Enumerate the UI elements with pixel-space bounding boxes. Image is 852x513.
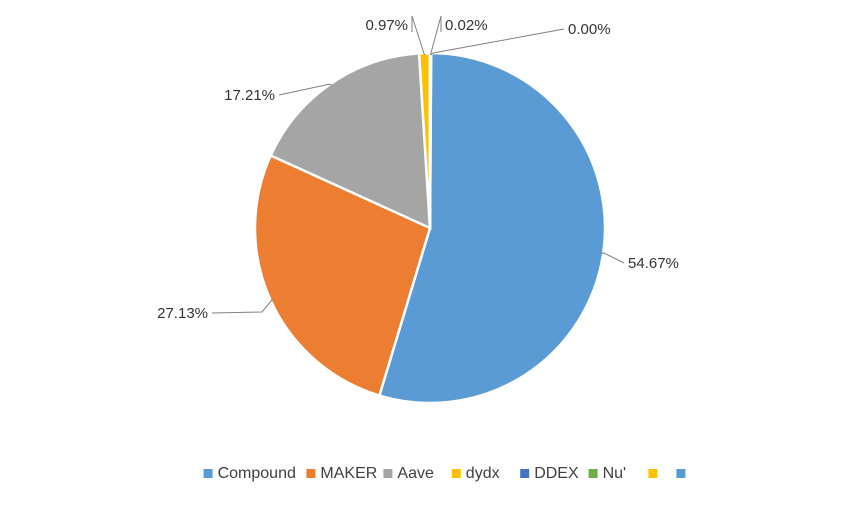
- data-label-nu: 0.00%: [568, 21, 611, 38]
- legend-label: Aave: [397, 465, 434, 482]
- legend-label: dydx: [466, 465, 500, 482]
- legend-item-compound: Compound: [203, 465, 296, 482]
- legend-item-maker: MAKER: [306, 465, 377, 482]
- leader-line-nu: [430, 28, 565, 56]
- legend-item-ddex: DDEX: [520, 465, 579, 482]
- pie-slice-aave: [269, 52, 432, 231]
- data-label-maker: 27.13%: [157, 305, 208, 322]
- leader-lines: [211, 15, 625, 314]
- data-label-ddex: 0.02%: [445, 17, 488, 34]
- leader-line-ddex: [429, 15, 442, 56]
- legend-label: Compound: [218, 465, 296, 482]
- leader-line-dydx: [411, 15, 425, 56]
- pie-slice-nu: [428, 51, 433, 229]
- legend-swatch: [203, 469, 213, 478]
- leader-line-compound: [601, 252, 625, 264]
- legend-swatch: [451, 469, 461, 478]
- legend-label: DDEX: [534, 465, 579, 482]
- legend-item-extra-6: [648, 469, 658, 478]
- pie-slices: [253, 51, 607, 405]
- legend-swatch: [676, 469, 686, 478]
- legend-item-nu: Nu': [588, 465, 627, 482]
- leader-line-aave: [278, 83, 333, 96]
- legend-item-extra-7: [676, 469, 686, 478]
- legend-swatch: [648, 469, 658, 478]
- leader-line-maker: [211, 298, 273, 314]
- legend-swatch: [383, 469, 393, 478]
- legend-swatch: [520, 469, 530, 478]
- pie-slice-maker: [253, 153, 432, 398]
- legend-item-dydx: dydx: [451, 465, 500, 482]
- legend-label: MAKER: [320, 465, 377, 482]
- data-label-aave: 17.21%: [224, 87, 275, 104]
- legend-swatch: [306, 469, 316, 478]
- legend-swatch: [588, 469, 598, 478]
- data-label-compound: 54.67%: [628, 255, 679, 272]
- legend-item-aave: Aave: [383, 465, 434, 482]
- data-label-dydx: 0.97%: [365, 17, 408, 34]
- legend-label: Nu': [603, 465, 627, 482]
- legend: Compound MAKER Aave dydx DDEX Nu': [203, 465, 686, 482]
- data-labels: 54.67% 27.13% 17.21% 0.97% 0.02% 0.00%: [157, 17, 679, 322]
